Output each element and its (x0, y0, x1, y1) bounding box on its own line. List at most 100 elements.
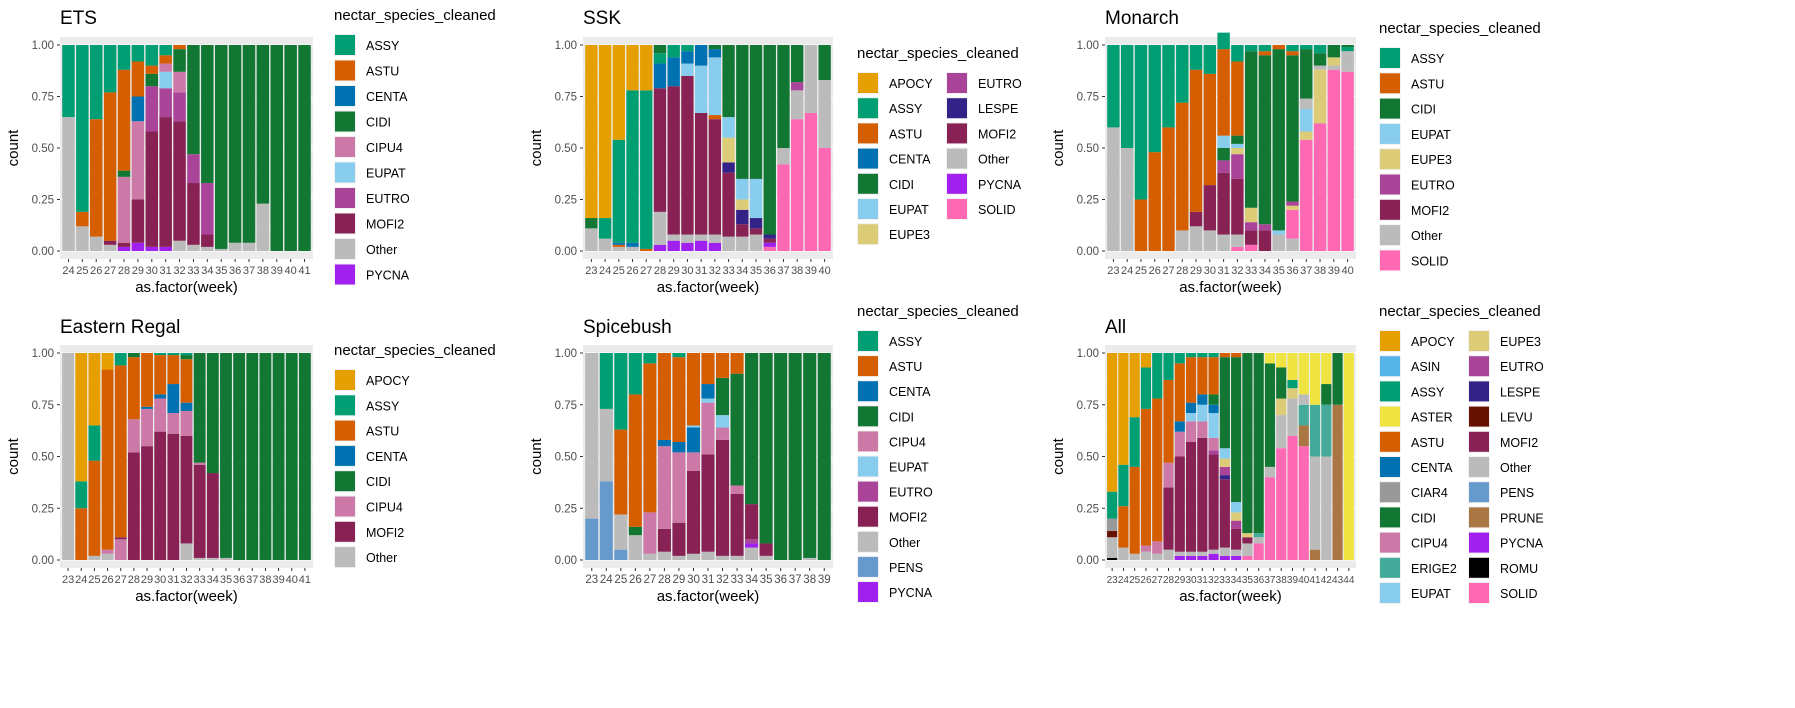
x-tick-label: 37 (1264, 575, 1276, 586)
bar-segment-ASSY (114, 353, 127, 366)
x-tick-label: 32 (1231, 265, 1243, 277)
bar-segment-Other (1120, 148, 1134, 251)
bar-segment-EUPE3 (1244, 207, 1258, 223)
x-tick-label: 30 (1204, 265, 1216, 277)
bar-segment-EUPAT (715, 415, 730, 428)
bar-segment-APOCY (101, 353, 114, 370)
legend-label: EUPAT (889, 203, 929, 217)
legend-key-ASSY (858, 331, 878, 351)
bar-segment-Other (1327, 65, 1341, 70)
legend-label: EUTRO (889, 486, 933, 500)
bar-segment-Other (62, 117, 75, 251)
bar-segment-Other (598, 238, 612, 251)
legend-label: EUTRO (366, 192, 410, 206)
y-tick-label: 0.25 (32, 503, 54, 515)
bar-segment-LESPE (1219, 475, 1230, 480)
bar-segment-ASSY (1258, 45, 1272, 52)
bar-segment-ERIGE2 (1321, 404, 1332, 457)
x-tick-label: 31 (702, 574, 715, 586)
x-tick-label: 30 (687, 574, 700, 586)
bar-segment-CENTA (672, 442, 686, 453)
bar-segment-CIDI (242, 45, 256, 243)
bar-segment-Other (777, 148, 790, 165)
bar-segment-SOLID (1231, 246, 1244, 251)
bar-segment-ASSY (599, 353, 613, 409)
x-tick-label: 35 (760, 574, 773, 586)
bar-segment-Other (256, 203, 270, 251)
bar-segment-CIDI (777, 45, 790, 148)
x-tick-label: 36 (774, 574, 787, 586)
bar-segment-ASSY (131, 45, 145, 62)
bar-segment-CIDI (1321, 384, 1332, 405)
legend-label: CIPU4 (366, 141, 403, 155)
legend-label: Other (889, 536, 920, 550)
y-tick-label: 0.25 (32, 195, 54, 207)
bar-segment-CIDI (1258, 55, 1272, 225)
bar-segment-Other (612, 246, 625, 251)
legend-key-EUPE3 (1380, 149, 1400, 170)
legend-label: CENTA (889, 385, 931, 399)
bar-segment-CENTA (180, 402, 193, 411)
bar-segment-MOFI2 (1197, 437, 1208, 552)
bar-segment-ASTU (686, 353, 701, 426)
bar-segment-Other (1118, 547, 1129, 560)
bar-segment-CIDI (791, 45, 804, 83)
legend-key-EUTRO (1380, 174, 1400, 195)
bar-segment-ASTU (1129, 466, 1140, 554)
bar-segment-CIPU4 (657, 446, 671, 529)
bar-segment-ASTU (730, 353, 744, 374)
y-tick-label: 1.00 (555, 40, 577, 52)
bar-segment-ASTU (173, 45, 186, 50)
x-tick-label: 31 (695, 265, 707, 277)
legend-label: CENTA (1411, 461, 1453, 475)
legend-label: CIDI (366, 475, 391, 489)
legend-key-Other (1380, 225, 1400, 246)
bar-segment-CIDI (715, 377, 730, 416)
bar-segment-ASSY (180, 353, 193, 356)
legend-label: MOFI2 (366, 526, 404, 540)
bar-segment-ASTU (88, 460, 101, 556)
bar-segment-LESPE (749, 218, 763, 229)
bar-segment-ASTU (1152, 398, 1163, 542)
bar-segment-CENTA (653, 63, 667, 89)
bar-segment-EUPE3 (1231, 512, 1242, 521)
bar-segment-CIPU4 (672, 452, 686, 523)
bar-segment-ASSY (681, 45, 694, 52)
legend-label: EUPE3 (889, 228, 930, 242)
bar-segment-CIDI (1327, 45, 1341, 58)
bar-segment-ASTU (127, 357, 140, 420)
bar-segment-CIPU4 (1174, 431, 1185, 457)
x-tick-label: 32 (180, 574, 192, 586)
bar-segment-EUPAT (681, 63, 694, 76)
legend-key-SOLID (1469, 583, 1489, 603)
bar-segment-Other (1176, 230, 1189, 251)
bar-segment-Other (1321, 456, 1332, 560)
chart-title: SSK (583, 8, 621, 29)
bar-segment-CIDI (585, 218, 598, 229)
bar-segment-Other (626, 246, 639, 251)
bar-segment-SOLID (1244, 244, 1258, 251)
x-tick-label: 27 (1162, 265, 1174, 277)
bar-segment-Other (701, 551, 715, 560)
bar-segment-ASSY (628, 353, 642, 395)
bar-segment-EUPAT (722, 117, 735, 138)
bar-segment-ASTU (657, 353, 671, 440)
bar-segment-MOFI2 (1208, 454, 1219, 550)
bar-segment-ASSY (1287, 379, 1298, 389)
bar-segment-Other (1287, 398, 1298, 436)
bar-segment-Other (730, 555, 744, 560)
legend-label: ROMU (1500, 562, 1538, 576)
legend-label: ASSY (366, 39, 400, 53)
bar-segment-CIDI (1253, 353, 1264, 534)
x-tick-label: 35 (1273, 265, 1285, 277)
bar-segment-PENS (614, 549, 628, 560)
bar-segment-Other (206, 557, 219, 560)
legend-key-MOFI2 (1469, 431, 1489, 452)
bar-segment-EUTRO (1286, 201, 1299, 206)
bar-segment-Other (1286, 238, 1299, 251)
legend-key-LEVU (1469, 406, 1489, 427)
bar-segment-CENTA (701, 384, 715, 399)
legend-key-EUTRO (1469, 356, 1489, 377)
bar-segment-ASSY (1203, 45, 1217, 74)
legend-label: MOFI2 (889, 511, 927, 525)
